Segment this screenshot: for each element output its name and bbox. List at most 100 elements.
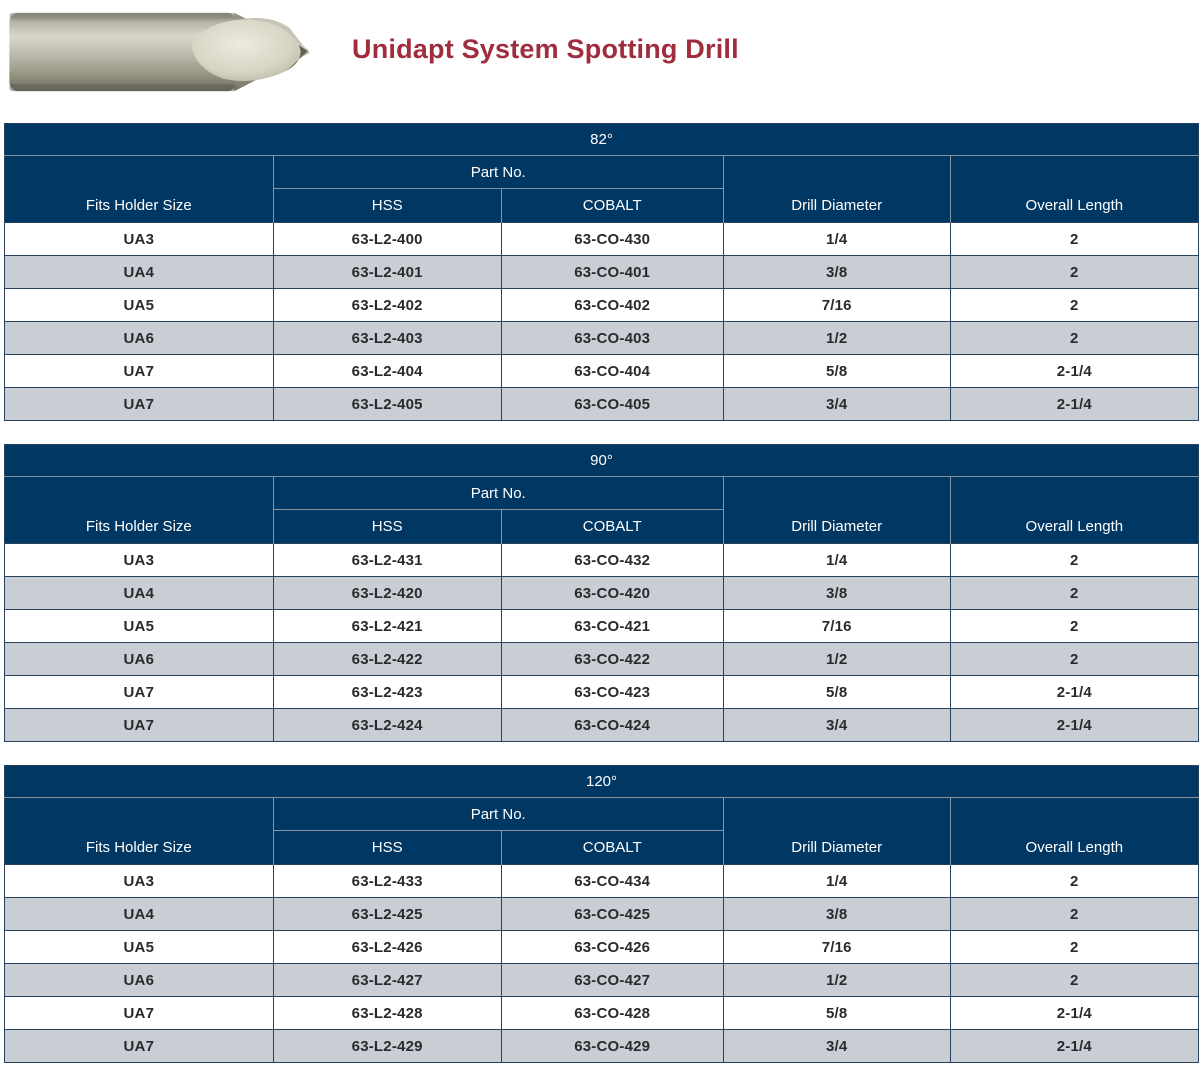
table-angle-title: 90° [4, 444, 1199, 477]
table-cell: 63-CO-405 [500, 387, 724, 421]
table-cell: 2-1/4 [949, 708, 1200, 742]
table-cell: 2 [949, 963, 1200, 997]
table-cell: 2 [949, 222, 1200, 256]
col-header-cobalt: COBALT [500, 509, 724, 544]
col-header-overall-length: Overall Length [949, 155, 1199, 223]
table-cell: 63-CO-427 [500, 963, 724, 997]
table-cell: 63-CO-430 [500, 222, 724, 256]
table-cell: 2 [949, 864, 1200, 898]
table-row: UA7 63-L2-423 63-CO-423 5/8 2-1/4 [4, 675, 1200, 709]
table-cell: UA5 [4, 930, 274, 964]
table-cell: 5/8 [722, 996, 951, 1030]
table-row: UA5 63-L2-421 63-CO-421 7/16 2 [4, 609, 1200, 643]
table-cell: 3/4 [722, 1029, 951, 1063]
table-cell: 2 [949, 930, 1200, 964]
table-cell: UA3 [4, 543, 274, 577]
spec-table-120deg: 120° Fits Holder Size Part No. Drill Dia… [4, 765, 1200, 1063]
table-cell: UA4 [4, 897, 274, 931]
col-header-overall-length: Overall Length [949, 476, 1199, 544]
table-row: UA4 63-L2-425 63-CO-425 3/8 2 [4, 897, 1200, 931]
spec-table-90deg-body: UA3 63-L2-431 63-CO-432 1/4 2 UA4 63-L2-420 63-… [4, 543, 1200, 742]
col-header-part-no: Part No. [272, 155, 724, 189]
table-cell: 63-L2-426 [272, 930, 502, 964]
spec-table-82deg-header: 82° Fits Holder Size Part No. Drill Diam… [4, 123, 1199, 223]
table-cell: 63-L2-404 [272, 354, 502, 388]
col-header-cobalt: COBALT [500, 830, 724, 865]
table-cell: 2 [949, 288, 1200, 322]
spec-table-120deg-header: 120° Fits Holder Size Part No. Drill Dia… [4, 765, 1199, 865]
table-row: UA3 63-L2-431 63-CO-432 1/4 2 [4, 543, 1200, 577]
table-cell: 63-CO-432 [500, 543, 724, 577]
table-cell: 3/8 [722, 576, 951, 610]
table-row: UA5 63-L2-402 63-CO-402 7/16 2 [4, 288, 1200, 322]
table-row: UA7 63-L2-424 63-CO-424 3/4 2-1/4 [4, 708, 1200, 742]
table-cell: 7/16 [722, 930, 951, 964]
table-cell: 63-L2-422 [272, 642, 502, 676]
spotting-drill-photo [9, 12, 310, 92]
table-cell: 63-CO-424 [500, 708, 724, 742]
table-cell: UA4 [4, 255, 274, 289]
table-cell: UA7 [4, 708, 274, 742]
table-cell: 2 [949, 642, 1200, 676]
table-cell: 63-L2-420 [272, 576, 502, 610]
page-title: Unidapt System Spotting Drill [352, 34, 739, 64]
spec-table-120deg-body: UA3 63-L2-433 63-CO-434 1/4 2 UA4 63-L2-425 63-… [4, 864, 1200, 1063]
table-row: UA7 63-L2-405 63-CO-405 3/4 2-1/4 [4, 387, 1200, 421]
table-cell: 7/16 [722, 288, 951, 322]
table-cell: 63-L2-401 [272, 255, 502, 289]
table-cell: 63-L2-402 [272, 288, 502, 322]
table-cell: 63-CO-420 [500, 576, 724, 610]
table-cell: 63-CO-425 [500, 897, 724, 931]
table-cell: 63-L2-403 [272, 321, 502, 355]
col-header-hss: HSS [272, 830, 502, 865]
col-header-overall-length: Overall Length [949, 797, 1199, 865]
table-cell: 63-CO-403 [500, 321, 724, 355]
table-cell: 63-L2-421 [272, 609, 502, 643]
table-cell: 2-1/4 [949, 996, 1200, 1030]
spec-table-90deg: 90° Fits Holder Size Part No. Drill Diam… [4, 444, 1200, 742]
table-angle-title: 120° [4, 765, 1199, 798]
table-cell: 63-CO-428 [500, 996, 724, 1030]
table-cell: 2 [949, 543, 1200, 577]
table-angle-title: 82° [4, 123, 1199, 156]
table-cell: UA7 [4, 675, 274, 709]
col-header-drill-diameter: Drill Diameter [723, 476, 951, 544]
table-cell: 3/8 [722, 897, 951, 931]
table-cell: 63-L2-400 [272, 222, 502, 256]
table-cell: 2 [949, 609, 1200, 643]
table-cell: UA4 [4, 576, 274, 610]
table-cell: 2-1/4 [949, 387, 1200, 421]
table-cell: 2 [949, 576, 1200, 610]
table-row: UA7 63-L2-404 63-CO-404 5/8 2-1/4 [4, 354, 1200, 388]
col-header-fits-holder-size: Fits Holder Size [4, 155, 274, 223]
table-cell: 3/4 [722, 708, 951, 742]
table-cell: 63-CO-402 [500, 288, 724, 322]
table-cell: 63-CO-434 [500, 864, 724, 898]
page-header: Unidapt System Spotting Drill [4, 8, 1199, 123]
table-cell: 5/8 [722, 675, 951, 709]
table-cell: 5/8 [722, 354, 951, 388]
table-cell: 2 [949, 255, 1200, 289]
table-cell: UA5 [4, 288, 274, 322]
table-cell: 2 [949, 897, 1200, 931]
table-cell: 63-CO-426 [500, 930, 724, 964]
col-header-fits-holder-size: Fits Holder Size [4, 476, 274, 544]
table-cell: 1/4 [722, 222, 951, 256]
spec-table-82deg: 82° Fits Holder Size Part No. Drill Diam… [4, 123, 1200, 421]
table-cell: 63-L2-405 [272, 387, 502, 421]
col-header-drill-diameter: Drill Diameter [723, 155, 951, 223]
table-cell: 7/16 [722, 609, 951, 643]
table-row: UA6 63-L2-422 63-CO-422 1/2 2 [4, 642, 1200, 676]
col-header-hss: HSS [272, 509, 502, 544]
table-cell: UA3 [4, 864, 274, 898]
col-header-part-no: Part No. [272, 797, 724, 831]
table-cell: 2 [949, 321, 1200, 355]
table-cell: UA7 [4, 996, 274, 1030]
table-row: UA3 63-L2-400 63-CO-430 1/4 2 [4, 222, 1200, 256]
table-cell: 63-L2-423 [272, 675, 502, 709]
table-cell: 1/2 [722, 321, 951, 355]
table-cell: 1/4 [722, 543, 951, 577]
col-header-part-no: Part No. [272, 476, 724, 510]
col-header-hss: HSS [272, 188, 502, 223]
